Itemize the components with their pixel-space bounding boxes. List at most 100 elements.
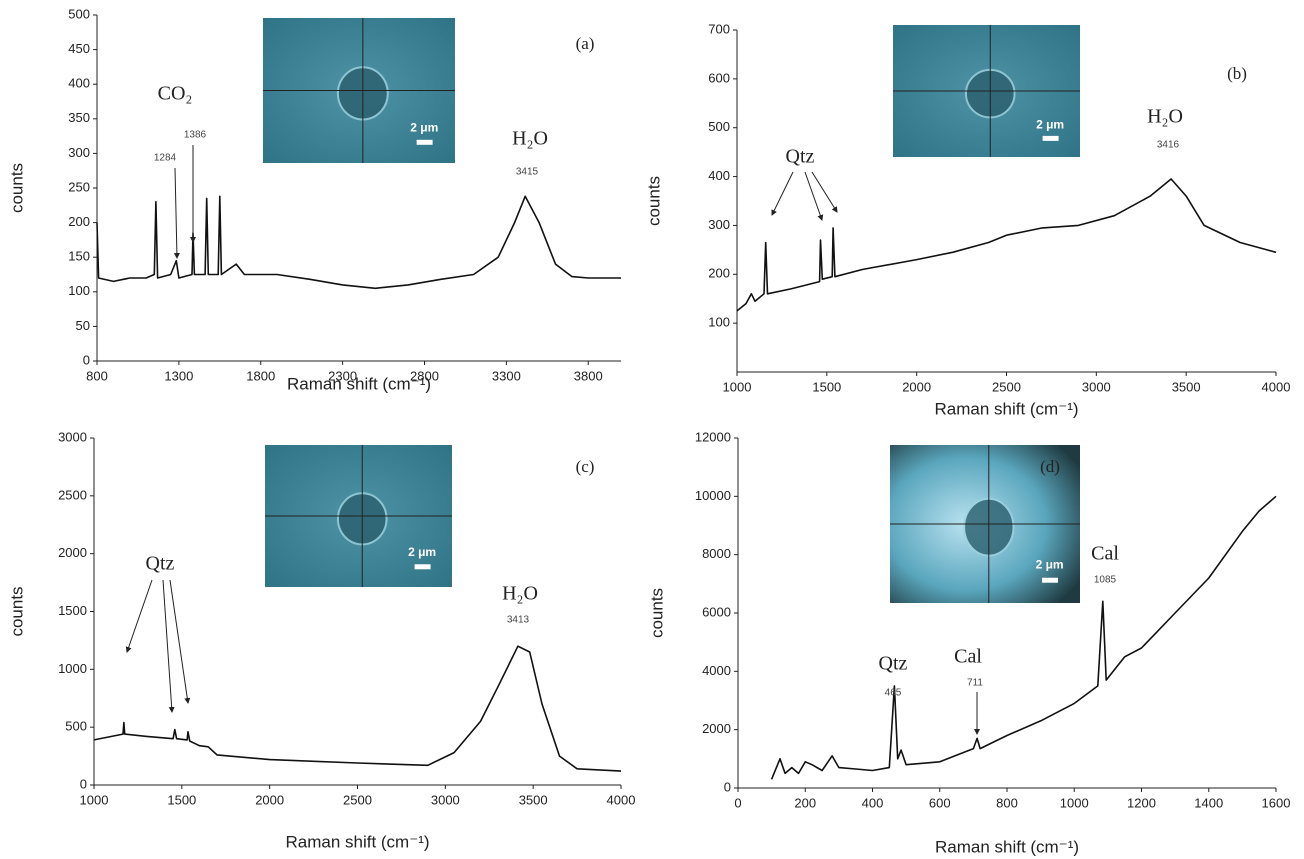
y-tick-label: 300	[708, 217, 730, 232]
spectrum-line	[770, 495, 1277, 780]
x-tick-label: 600	[929, 795, 951, 810]
panel: 100 200 300 400 500 600 700 1000 1500 2000 2500 300…	[644, 21, 1290, 418]
y-tick-label: 6000	[702, 604, 731, 619]
y-axis-label: counts	[7, 163, 26, 213]
annotation: 1085	[1094, 575, 1117, 586]
annotation: 1386	[184, 130, 207, 141]
panel-label: (a)	[576, 34, 595, 53]
annotation: Qtz	[786, 146, 815, 168]
y-tick-label: 150	[68, 249, 90, 264]
y-tick-label: 100	[68, 283, 90, 298]
annotation: Qtz	[879, 653, 908, 675]
y-axis-label: counts	[7, 586, 26, 636]
y-tick-label: 250	[68, 179, 90, 194]
annotation-arrow	[804, 171, 824, 221]
panel: 0 50 100 150 200 250 300 350 400 450 500 800 1300 180…	[7, 6, 621, 393]
x-axis-label: Raman shift (cm⁻¹)	[287, 374, 431, 393]
y-tick-label: 4000	[702, 663, 731, 678]
x-tick-label: 2000	[902, 379, 931, 394]
annotation: 1284	[154, 153, 177, 164]
y-axis-label: counts	[647, 588, 666, 638]
x-tick-label: 200	[794, 795, 816, 810]
y-tick-label: 0	[80, 776, 87, 791]
panel: 0 500 1000 1500 2000 2500 3000 1000 1500 2000 2500…	[7, 429, 635, 851]
annotation: 465	[885, 688, 902, 699]
x-tick-label: 0	[734, 795, 741, 810]
y-tick-label: 400	[68, 76, 90, 91]
y-tick-label: 300	[68, 145, 90, 160]
y-tick-label: 0	[724, 779, 731, 794]
y-tick-label: 350	[68, 110, 90, 125]
scale-bar	[1042, 135, 1059, 141]
scale-label: 2 μm	[408, 545, 436, 559]
y-axis-label: counts	[644, 176, 663, 226]
annotation-arrow	[173, 167, 180, 259]
x-tick-label: 1300	[164, 368, 193, 383]
x-tick-label: 1800	[246, 368, 275, 383]
spectrum-line	[96, 195, 621, 290]
y-tick-label: 200	[68, 214, 90, 229]
x-tick-label: 800	[996, 795, 1018, 810]
x-axis-label: Raman shift (cm⁻¹)	[935, 837, 1079, 856]
annotation: H₂O	[1147, 106, 1183, 128]
spectrum-line	[93, 645, 622, 772]
x-tick-label: 1000	[80, 792, 109, 807]
x-tick-label: 3500	[519, 792, 548, 807]
panel-label: (c)	[576, 457, 595, 476]
x-tick-label: 2000	[255, 792, 284, 807]
x-tick-label: 1200	[1127, 795, 1156, 810]
scale-bar	[414, 564, 431, 570]
scale-label: 2 μm	[1036, 117, 1064, 131]
x-tick-label: 1500	[812, 379, 841, 394]
annotation: 711	[967, 678, 983, 689]
annotation: Cal	[1091, 543, 1119, 565]
y-tick-label: 2500	[58, 487, 87, 502]
annotation-arrow	[811, 171, 838, 213]
annotation: CO₂	[158, 83, 193, 105]
annotation: 3413	[507, 615, 530, 626]
x-axis-label: Raman shift (cm⁻¹)	[285, 832, 429, 851]
x-tick-label: 3500	[1172, 379, 1201, 394]
annotation-arrow	[125, 579, 153, 653]
y-tick-label: 500	[68, 6, 90, 21]
x-tick-label: 2300	[328, 368, 357, 383]
y-tick-label: 0	[83, 352, 90, 367]
annotation: Cal	[954, 646, 982, 668]
annotation: Qtz	[146, 553, 175, 575]
panel-label: (b)	[1227, 64, 1247, 83]
annotation-arrow	[162, 579, 175, 713]
x-tick-label: 1500	[167, 792, 196, 807]
x-axis-label: Raman shift (cm⁻¹)	[934, 399, 1078, 418]
panel-label: (d)	[1040, 457, 1060, 476]
y-tick-label: 2000	[58, 545, 87, 560]
spectrum-line	[736, 178, 1277, 312]
x-tick-label: 3300	[492, 368, 521, 383]
x-tick-label: 4000	[607, 792, 636, 807]
x-tick-label: 3000	[1082, 379, 1111, 394]
x-tick-label: 1000	[723, 379, 752, 394]
y-tick-label: 10000	[695, 488, 731, 503]
annotation: 3415	[516, 167, 539, 178]
y-tick-label: 1000	[58, 661, 87, 676]
x-tick-label: 1400	[1194, 795, 1223, 810]
y-tick-label: 450	[68, 41, 90, 56]
scale-label: 2 μm	[410, 120, 438, 134]
y-tick-label: 2000	[702, 721, 731, 736]
y-tick-label: 500	[708, 119, 730, 134]
scale-bar	[1042, 577, 1058, 583]
x-tick-label: 1000	[1060, 795, 1089, 810]
y-tick-label: 500	[65, 719, 87, 734]
y-tick-label: 8000	[702, 546, 731, 561]
annotation: H₂O	[502, 583, 538, 605]
x-tick-label: 2500	[992, 379, 1021, 394]
annotation: 3416	[1157, 140, 1180, 151]
x-tick-label: 3800	[574, 368, 603, 383]
x-tick-label: 3000	[431, 792, 460, 807]
x-tick-label: 4000	[1262, 379, 1291, 394]
y-tick-label: 50	[76, 318, 90, 333]
y-tick-label: 3000	[58, 429, 87, 444]
y-tick-label: 700	[708, 21, 730, 36]
x-tick-label: 800	[86, 368, 108, 383]
annotation-arrow	[169, 579, 191, 704]
